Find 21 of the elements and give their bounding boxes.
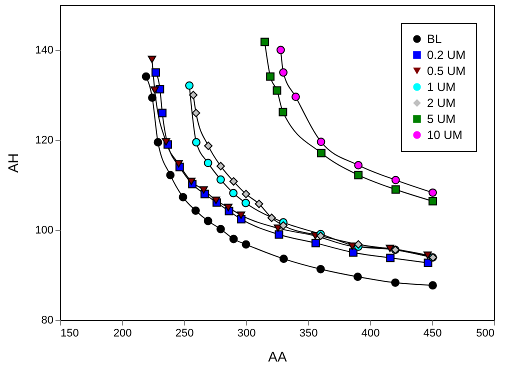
y-tick-label: 140 xyxy=(35,44,54,56)
legend-label: 5 UM xyxy=(427,112,456,126)
y-tick-label: 80 xyxy=(41,314,54,326)
legend-label: 1 UM xyxy=(427,80,456,94)
x-tick-label: 400 xyxy=(361,328,380,340)
x-tick-label: 250 xyxy=(175,328,194,340)
legend-label: 0.5 UM xyxy=(427,64,466,78)
y-axis-title: AH xyxy=(5,153,22,173)
x-tick-label: 200 xyxy=(113,328,132,340)
y-tick-label: 100 xyxy=(35,224,54,236)
legend-label: 10 UM xyxy=(427,128,462,142)
x-axis-title: AA xyxy=(268,348,288,364)
x-tick-label: 450 xyxy=(423,328,442,340)
x-tick-label: 350 xyxy=(299,328,318,340)
legend-label: 0.2 UM xyxy=(427,48,466,62)
legend-label: 2 UM xyxy=(427,96,456,110)
legend-label: BL xyxy=(427,32,442,46)
y-tick-label: 120 xyxy=(35,134,54,146)
x-tick-label: 500 xyxy=(476,328,494,340)
x-tick-label: 300 xyxy=(237,328,256,340)
x-tick-label: 150 xyxy=(60,328,79,340)
